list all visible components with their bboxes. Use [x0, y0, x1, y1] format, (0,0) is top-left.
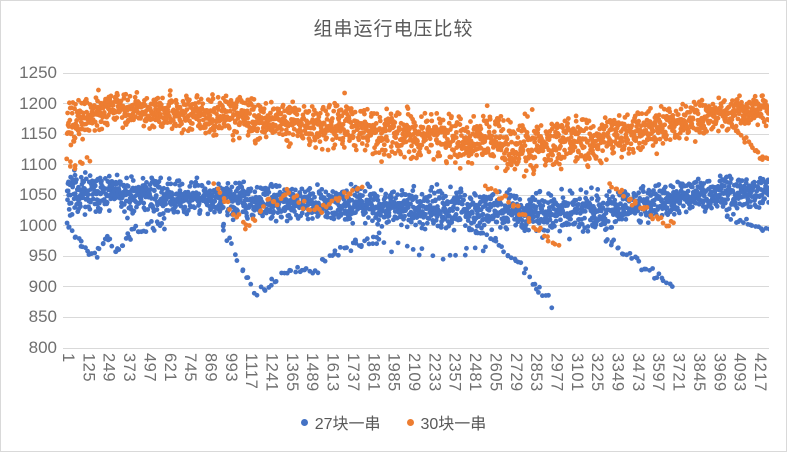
y-tick-label-800: 800 — [28, 338, 57, 357]
x-tick-label-3349: 3349 — [608, 353, 627, 392]
y-tick-label-1050: 1050 — [19, 185, 57, 205]
x-tick-label-2357: 2357 — [445, 353, 464, 392]
x-tick-label-497: 497 — [140, 353, 159, 383]
x-tick-label-1489: 1489 — [303, 353, 322, 392]
legend-label-27: 27块一串 — [314, 416, 381, 433]
x-tick-label-1985: 1985 — [384, 353, 403, 392]
x-tick-label-3101: 3101 — [567, 353, 586, 392]
x-tick-label-3225: 3225 — [588, 353, 607, 392]
x-axis-labels: 1 125 249 373 497 621 745 869 993 1117 1241 1365 148… — [1, 1, 786, 392]
x-tick-label-1613: 1613 — [323, 353, 342, 392]
y-tick-label-1000: 1000 — [19, 215, 57, 235]
x-tick-label-4217: 4217 — [751, 353, 769, 392]
y-tick-label-850: 850 — [28, 307, 57, 327]
x-tick-label-125: 125 — [79, 353, 98, 383]
y-tick-label-1200: 1200 — [19, 93, 57, 113]
y-tick-label-1250: 1250 — [19, 63, 57, 82]
x-tick-label-869: 869 — [201, 353, 220, 383]
legend-item-30: 30块一串 — [406, 410, 487, 434]
x-tick-label-373: 373 — [120, 353, 139, 383]
y-tick-label-1100: 1100 — [20, 154, 57, 174]
plot-area — [63, 72, 769, 349]
y-tick-label-950: 950 — [28, 246, 57, 266]
y-axis-labels: 800 850 900 950 1000 1050 1100 1150 1200 1250 — [1, 1, 57, 361]
legend-item-27: 27块一串 — [300, 410, 381, 434]
x-tick-label-2977: 2977 — [547, 353, 566, 392]
x-tick-label-2233: 2233 — [425, 353, 444, 392]
x-tick-label-745: 745 — [181, 353, 200, 383]
scatter-points-canvas — [63, 73, 769, 348]
x-tick-label-1365: 1365 — [282, 353, 301, 392]
legend-marker-blue-icon — [300, 418, 308, 426]
y-tick-label-900: 900 — [28, 276, 57, 296]
x-tick-label-3969: 3969 — [710, 353, 729, 392]
x-tick-label-3473: 3473 — [628, 353, 647, 392]
chart-title: 组串运行电压比较 — [313, 19, 474, 40]
x-tick-label-1861: 1861 — [364, 353, 383, 392]
x-tick-label-2605: 2605 — [486, 353, 505, 392]
legend: 27块一串 30块一串 — [1, 410, 786, 434]
x-tick-label-2853: 2853 — [527, 353, 546, 392]
x-tick-label-621: 621 — [160, 353, 179, 383]
x-tick-label-1117: 1117 — [242, 353, 261, 390]
y-tick-label-1150: 1150 — [20, 124, 57, 144]
x-tick-label-3597: 3597 — [649, 353, 668, 392]
x-tick-label-993: 993 — [221, 353, 240, 383]
x-tick-label-1241: 1241 — [262, 353, 281, 392]
x-tick-label-2729: 2729 — [506, 353, 525, 392]
x-tick-label-2109: 2109 — [405, 353, 423, 392]
x-tick-label-249: 249 — [99, 353, 118, 383]
x-tick-label-1737: 1737 — [343, 353, 362, 392]
x-tick-label-1: 1 — [59, 353, 77, 363]
legend-label-30: 30块一串 — [420, 416, 487, 433]
x-tick-label-2481: 2481 — [466, 353, 485, 392]
x-tick-label-3721: 3721 — [669, 353, 688, 392]
gridline-800 — [63, 347, 769, 349]
x-tick-label-4093: 4093 — [730, 353, 749, 392]
legend-marker-orange-icon — [406, 418, 414, 426]
x-tick-label-3845: 3845 — [689, 353, 708, 392]
